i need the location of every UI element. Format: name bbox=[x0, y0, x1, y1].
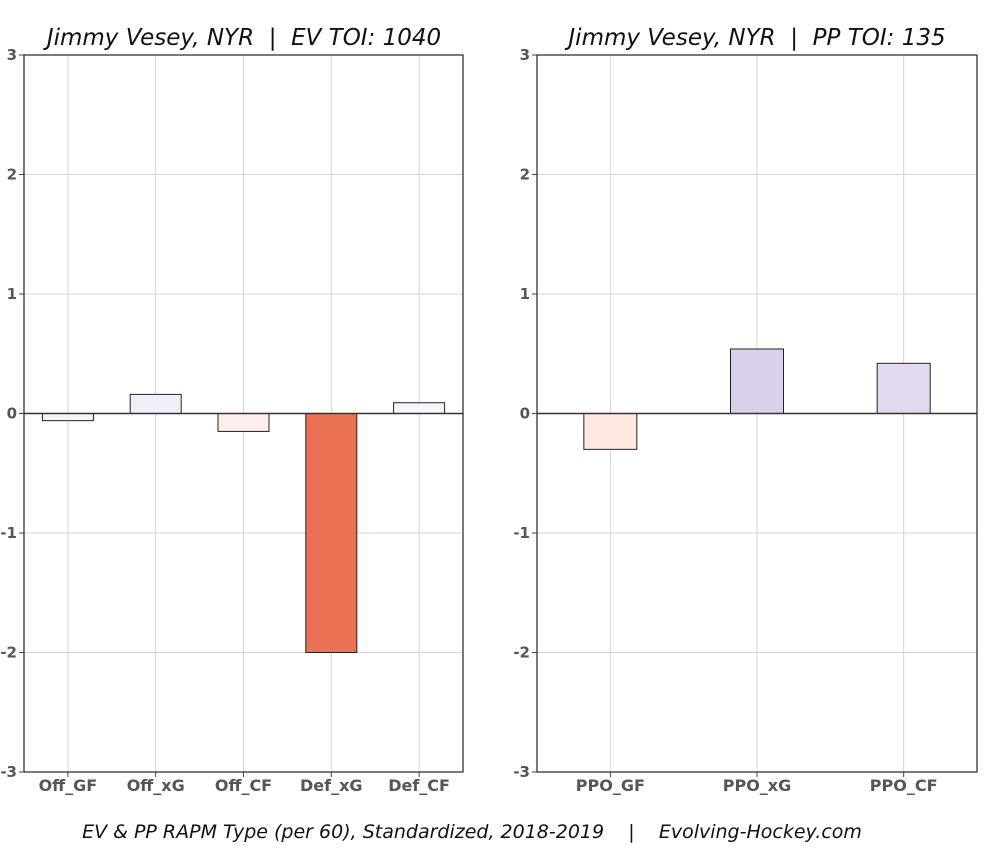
ev-rapm-chart: Jimmy Vesey, NYR | EV TOI: 1040 3 2 1 0 -1 -2… bbox=[0, 25, 464, 795]
ev-bar-off-xg bbox=[129, 393, 182, 415]
pp-category-label: PPO_xG bbox=[723, 776, 792, 795]
pp-ytick-label: -1 bbox=[513, 524, 530, 542]
ev-bar-def-cf bbox=[393, 402, 446, 414]
pp-ytick-label: -3 bbox=[513, 763, 530, 781]
ev-ytick-label: 3 bbox=[7, 46, 17, 64]
ev-ytick-label: -3 bbox=[0, 763, 17, 781]
pp-category-label: PPO_CF bbox=[870, 776, 938, 795]
ev-ytick-label: 2 bbox=[7, 166, 17, 184]
ev-ytick-label: -1 bbox=[0, 524, 17, 542]
figure-footer: EV & PP RAPM Type (per 60), Standardized… bbox=[82, 821, 862, 843]
ev-chart-title: Jimmy Vesey, NYR | EV TOI: 1040 bbox=[43, 25, 441, 51]
pp-bar-ppo-cf bbox=[876, 362, 931, 414]
pp-ytick-label: 3 bbox=[520, 46, 530, 64]
ev-category-label: Off_GF bbox=[39, 776, 98, 795]
ev-ytick-label: 1 bbox=[7, 285, 17, 303]
ev-category-label: Off_xG bbox=[127, 776, 185, 795]
pp-bar-ppo-gf bbox=[583, 413, 638, 450]
ev-bar-def-xg bbox=[305, 413, 358, 653]
pp-ytick-label: -2 bbox=[513, 644, 530, 662]
ev-plot-area: 3 2 1 0 -1 -2 -3 Off_GF Off_xG Off_CF Def_xG Def_CF bbox=[0, 46, 464, 795]
pp-category-label: PPO_GF bbox=[576, 776, 645, 795]
pp-ytick-label: 0 bbox=[520, 405, 530, 423]
ev-ytick-label: -2 bbox=[0, 644, 17, 662]
ev-category-label: Off_CF bbox=[215, 776, 272, 795]
ev-category-label: Def_xG bbox=[300, 776, 363, 795]
pp-plot-area: 3 2 1 0 -1 -2 -3 PPO_GF PPO_xG PPO_CF bbox=[513, 46, 978, 795]
ev-bar-off-gf bbox=[41, 413, 94, 422]
ev-bar-off-cf bbox=[217, 413, 270, 432]
pp-ytick-label: 2 bbox=[520, 166, 530, 184]
ev-ytick-label: 0 bbox=[7, 405, 17, 423]
pp-bar-ppo-xg bbox=[730, 348, 784, 414]
ev-category-label: Def_CF bbox=[388, 776, 450, 795]
pp-chart-title: Jimmy Vesey, NYR | PP TOI: 135 bbox=[564, 25, 945, 51]
pp-ytick-label: 1 bbox=[520, 285, 530, 303]
pp-rapm-chart: Jimmy Vesey, NYR | PP TOI: 135 3 2 1 0 -1 -2 -… bbox=[513, 25, 978, 795]
